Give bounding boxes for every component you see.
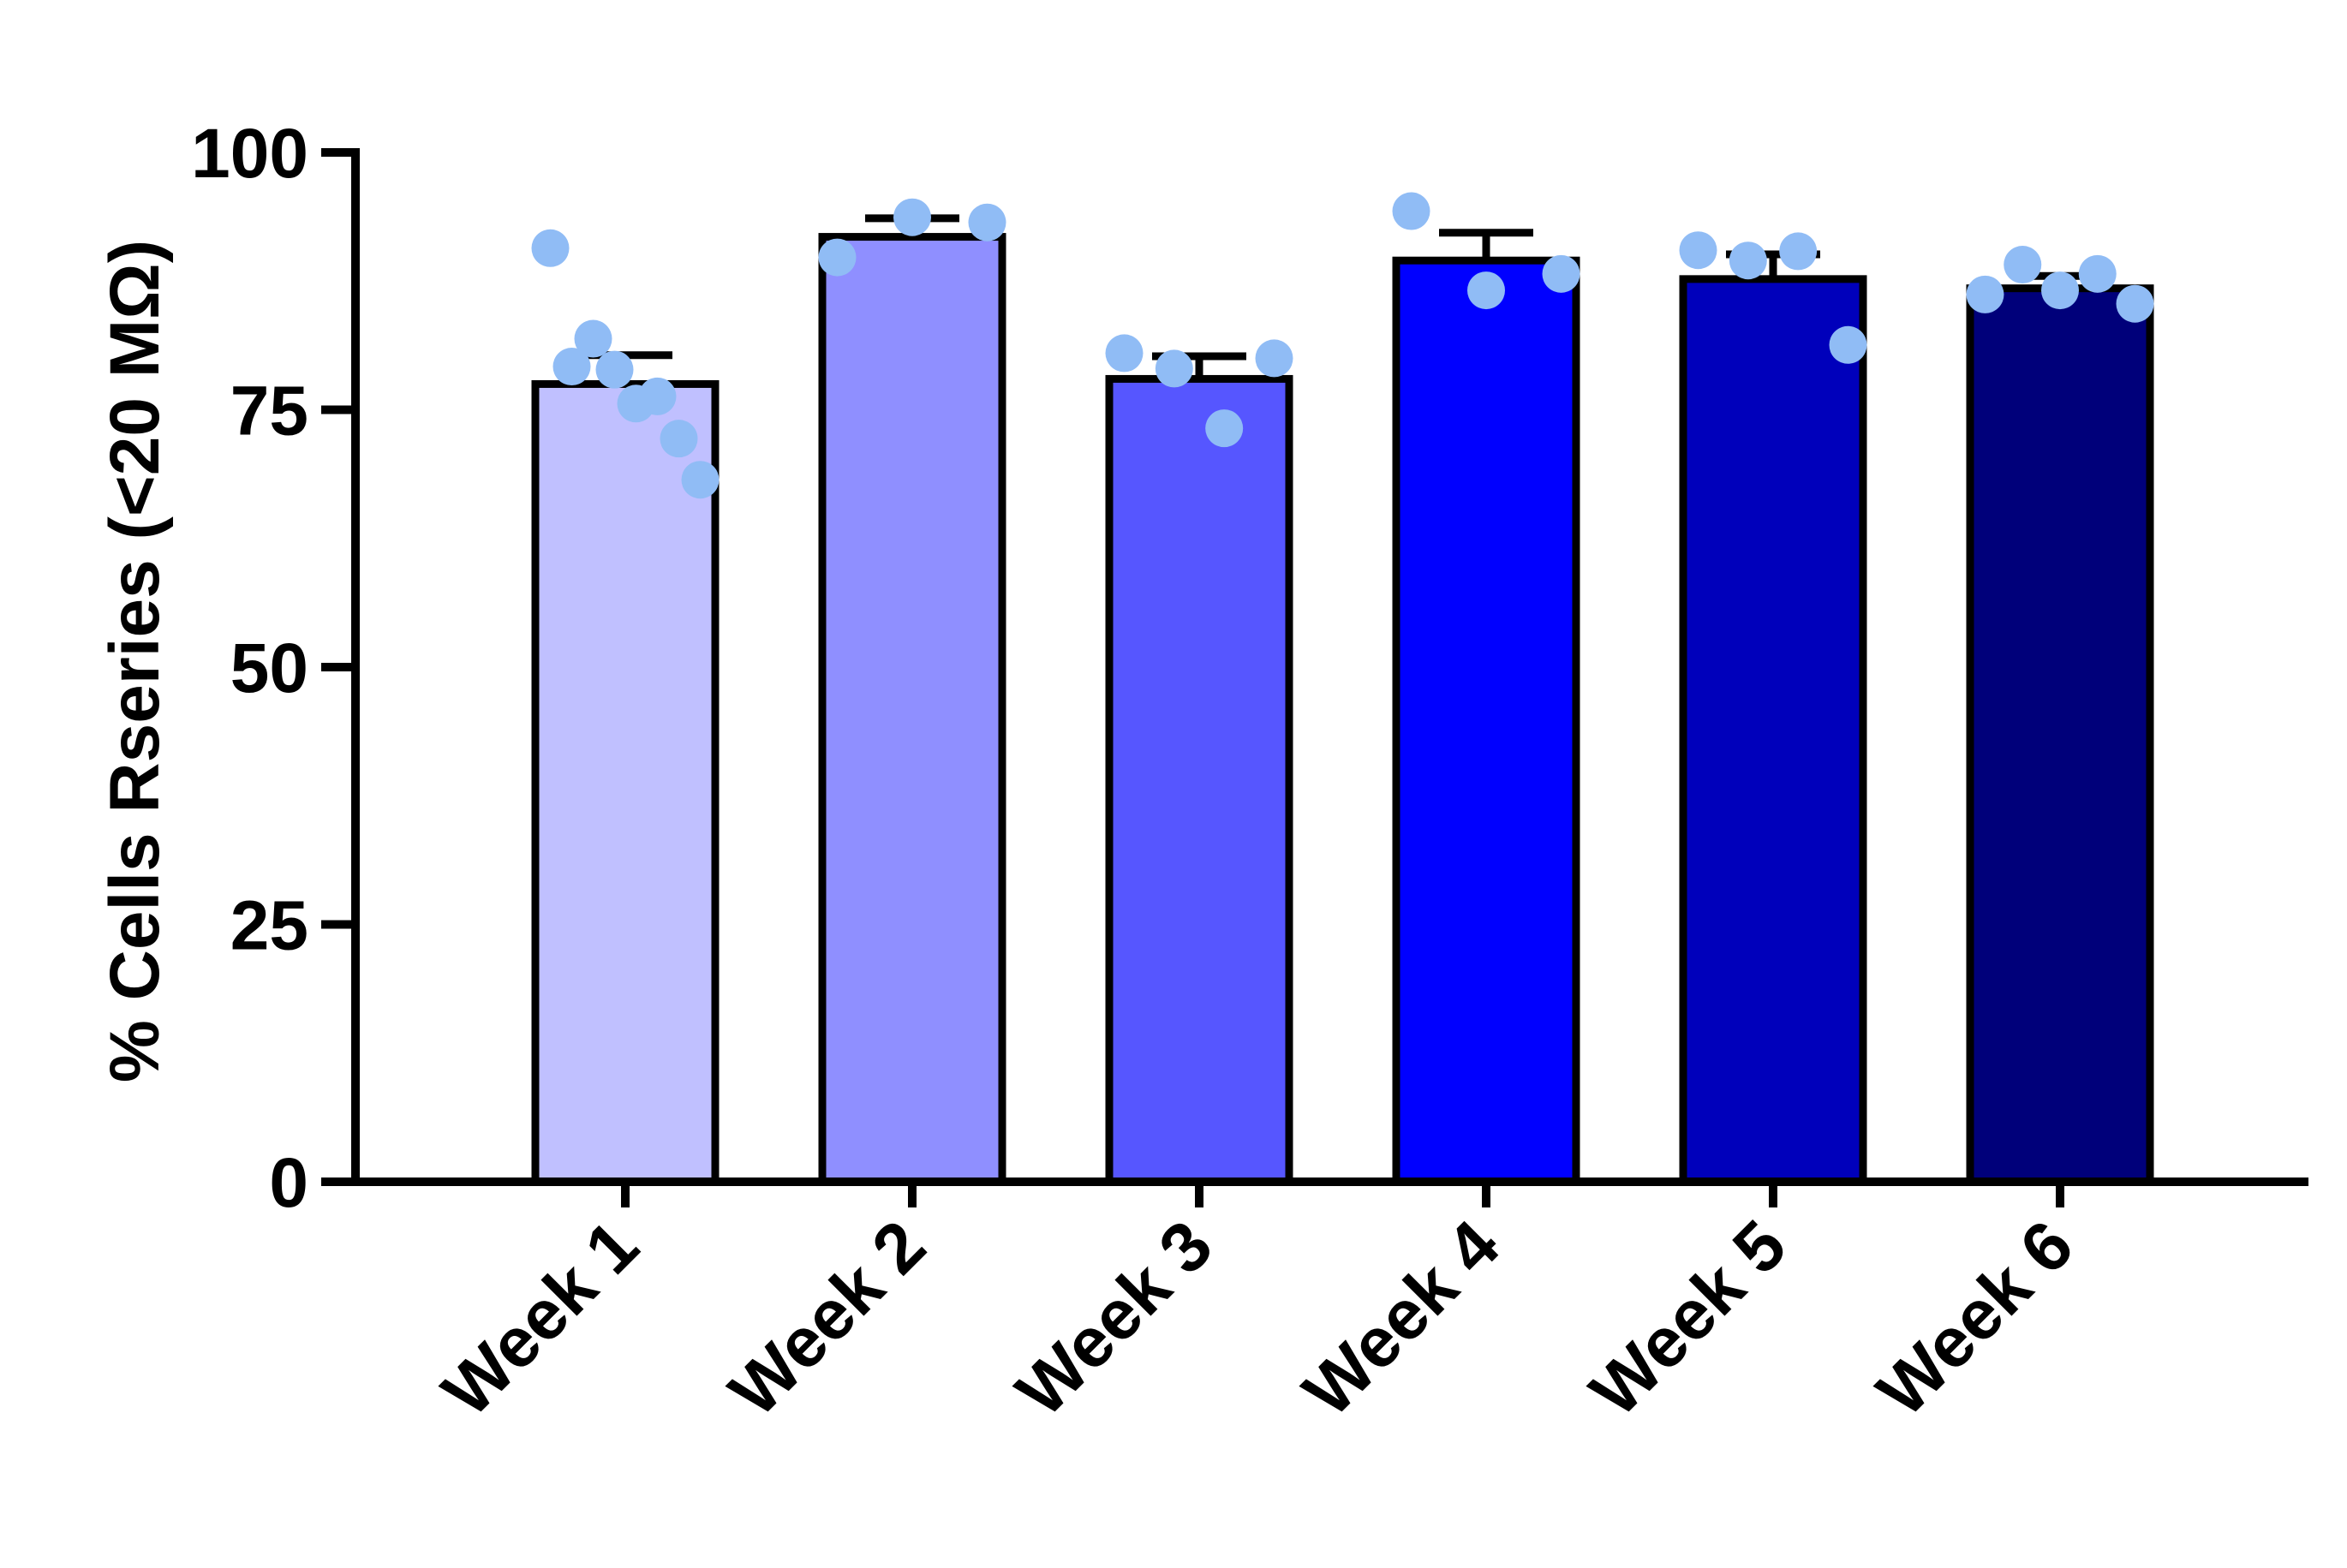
data-point-week-6-2 — [2004, 246, 2042, 284]
data-point-week-2-3 — [968, 203, 1006, 241]
data-point-week-1-8 — [681, 461, 720, 499]
y-tick-label-75: 75 — [230, 373, 308, 450]
x-tick-label-4: Week 4 — [1289, 1206, 1514, 1431]
data-point-week-6-4 — [2078, 254, 2117, 293]
data-point-week-1-2 — [552, 348, 591, 386]
bar-1 — [531, 379, 720, 1186]
bar-2 — [818, 233, 1006, 1186]
data-points-layer — [531, 192, 2154, 499]
data-point-week-3-3 — [1205, 409, 1244, 448]
y-tick-label-0: 0 — [269, 1144, 308, 1222]
data-point-week-4-2 — [1467, 271, 1505, 310]
bars-layer — [531, 233, 2154, 1186]
data-point-week-1-4 — [595, 350, 634, 389]
data-point-week-1-1 — [531, 229, 570, 267]
data-point-week-5-2 — [1729, 241, 1767, 280]
data-point-week-1-7 — [660, 420, 698, 458]
x-tick-label-5: Week 5 — [1576, 1206, 1801, 1431]
data-point-week-3-1 — [1105, 334, 1144, 373]
axes-layer — [321, 148, 2308, 1207]
data-point-week-2-1 — [818, 238, 857, 277]
data-point-week-1-6 — [638, 377, 677, 415]
x-tick-label-3: Week 3 — [1002, 1206, 1227, 1431]
bar-6 — [1966, 284, 2154, 1186]
data-point-week-3-2 — [1155, 349, 1193, 388]
x-tick-label-1: Week 1 — [428, 1206, 654, 1431]
y-tick-label-25: 25 — [230, 887, 308, 965]
data-point-week-4-1 — [1392, 192, 1430, 230]
y-tick-label-100: 100 — [191, 115, 308, 193]
data-point-week-2-2 — [893, 198, 931, 236]
data-point-week-5-3 — [1779, 232, 1818, 271]
bar-4 — [1392, 256, 1580, 1186]
data-point-week-3-4 — [1255, 339, 1293, 378]
data-point-week-1-3 — [574, 319, 612, 358]
bar-5 — [1679, 275, 1867, 1186]
y-tick-label-50: 50 — [230, 629, 308, 707]
data-point-week-6-3 — [2041, 271, 2079, 310]
data-point-week-6-5 — [2116, 284, 2154, 323]
error-bars-layer — [578, 214, 2107, 385]
data-point-week-4-3 — [1542, 254, 1580, 293]
data-point-week-6-1 — [1966, 275, 2004, 313]
y-axis-title: % Cells Rseries (<20 MΩ) — [96, 240, 174, 1082]
bar-3 — [1105, 374, 1293, 1186]
x-tick-label-2: Week 2 — [715, 1206, 941, 1431]
x-tick-label-6: Week 6 — [1863, 1206, 2088, 1431]
data-point-week-5-4 — [1829, 325, 1867, 364]
data-point-week-5-1 — [1679, 231, 1717, 270]
